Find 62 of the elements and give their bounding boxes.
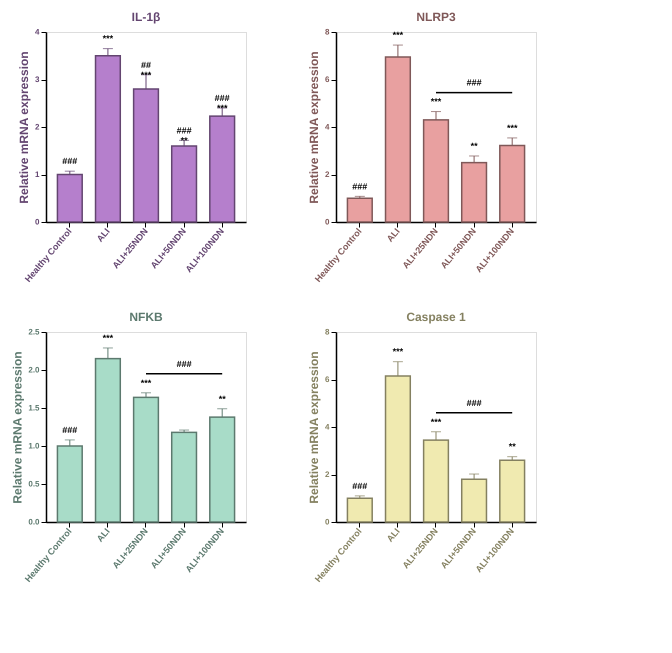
- bar: [132, 396, 160, 523]
- y-tick-label: 3: [35, 75, 40, 84]
- annotation: ***: [140, 378, 152, 388]
- y-tick-label: 4: [325, 422, 330, 432]
- y-axis-title: Relative mRNA expression: [17, 51, 32, 204]
- annotation: ###: [352, 181, 368, 192]
- annotation: **: [470, 140, 478, 151]
- annotation: ***: [430, 96, 442, 107]
- bar: [460, 478, 488, 523]
- annotation: ###: [62, 424, 78, 435]
- chart-title: IL-1β: [132, 10, 160, 24]
- annotation: ***: [102, 332, 114, 343]
- y-tick-label: 1: [35, 170, 40, 179]
- annotation: ***: [430, 416, 442, 427]
- annotation: **: [508, 442, 516, 452]
- y-tick-label: 4: [325, 122, 330, 132]
- annotation: ***: [102, 34, 114, 44]
- annotation: **: [218, 394, 226, 404]
- y-tick-label: 0: [35, 218, 40, 226]
- y-tick-label: 2.5: [28, 328, 40, 336]
- y-axis-title: Relative mRNA expression: [307, 51, 322, 204]
- annotation: ###: [352, 480, 368, 491]
- y-tick-label: 0.0: [28, 518, 40, 526]
- y-axis-title: Relative mRNA expression: [10, 351, 24, 504]
- y-tick-label: 6: [325, 75, 330, 84]
- y-tick-label: 0: [325, 218, 330, 226]
- annotation: ## ***: [140, 60, 152, 80]
- y-tick-label: 8: [325, 328, 330, 336]
- x-tick-label: ALI: [94, 526, 112, 544]
- y-tick-label: 0.5: [28, 480, 40, 488]
- x-tick-label: ALI: [384, 226, 402, 244]
- y-tick-label: 2: [35, 122, 40, 132]
- y-tick-label: 6: [325, 375, 330, 384]
- annotation: ***: [392, 30, 404, 40]
- chart-title: NFKB: [129, 310, 163, 324]
- bar: [56, 174, 83, 223]
- annotation: ###: [62, 156, 78, 166]
- annotation: ###: [466, 398, 482, 408]
- annotation: ###: [466, 78, 482, 88]
- chart-title: NLRP3: [416, 10, 456, 24]
- bar: [170, 432, 198, 523]
- y-tick-label: 2: [325, 170, 330, 179]
- x-tick-label: ALI: [94, 226, 112, 244]
- y-tick-label: 2: [325, 470, 330, 479]
- bar: [499, 460, 526, 523]
- bar: [346, 198, 373, 223]
- annotation: ###: [176, 358, 192, 369]
- annotation: ***: [506, 122, 518, 133]
- y-tick-label: 8: [325, 28, 330, 36]
- y-tick-label: 1.5: [28, 404, 40, 412]
- annotation: ***: [392, 346, 404, 357]
- y-tick-label: 2.0: [28, 366, 40, 374]
- x-tick-label: ALI: [384, 526, 402, 544]
- annotation: ### **: [176, 125, 192, 146]
- y-axis-title: Relative mRNA expression: [307, 351, 322, 504]
- bar: [170, 145, 198, 223]
- y-tick-label: 1.0: [28, 442, 40, 450]
- y-tick-label: 0: [325, 518, 330, 526]
- chart-title: Caspase 1: [406, 310, 466, 324]
- bar: [346, 498, 373, 523]
- y-tick-label: 4: [35, 28, 40, 36]
- annotation: ### ***: [214, 93, 230, 113]
